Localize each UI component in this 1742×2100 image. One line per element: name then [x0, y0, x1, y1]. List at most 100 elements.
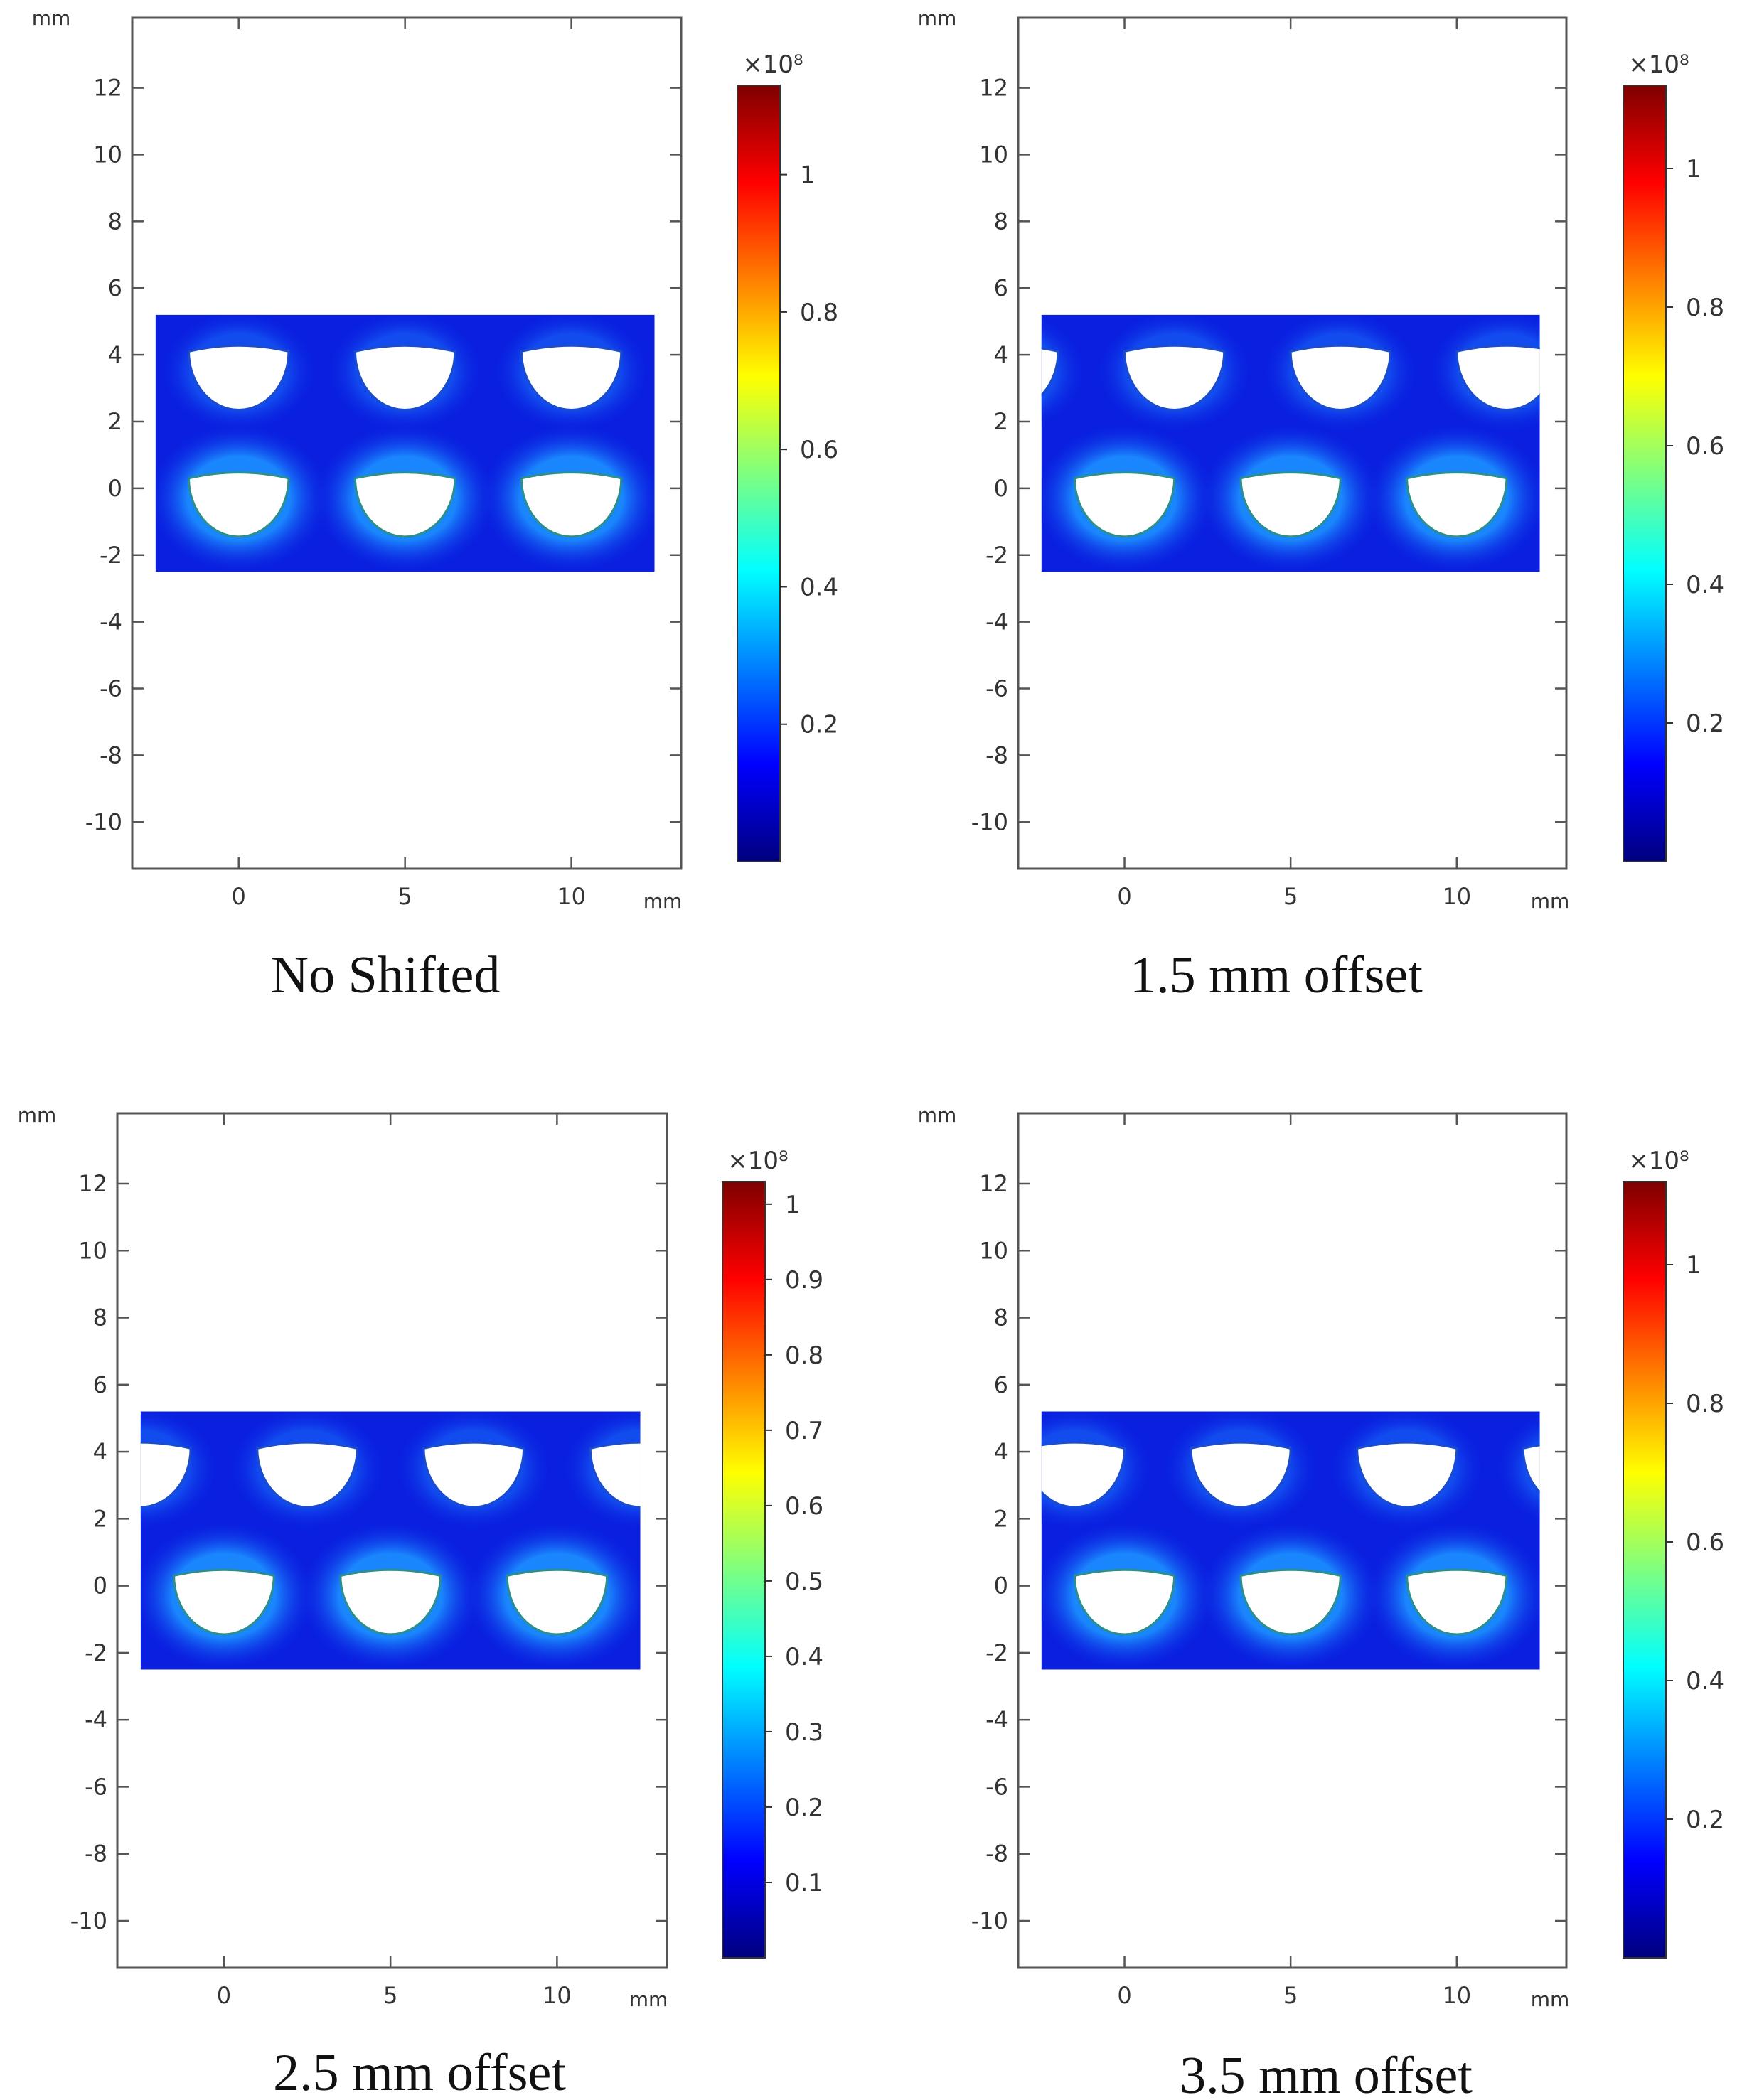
y-tick-label: 2 — [108, 408, 122, 435]
bottom-hole — [1239, 471, 1342, 537]
y-tick-label: 10 — [979, 141, 1008, 168]
y-tick-label: -2 — [985, 1639, 1008, 1666]
y-tick-label: -6 — [985, 675, 1008, 702]
colorbar — [1623, 85, 1667, 862]
y-tick-label: -10 — [971, 1907, 1008, 1934]
top-hole — [140, 1441, 192, 1509]
plot-frame — [116, 1112, 668, 1969]
stress-glow — [1041, 314, 1089, 429]
colorbar-exponent: ×10⁸ — [1628, 50, 1689, 79]
panel-caption: 2.5 mm offset — [273, 2044, 566, 2100]
y-tick-label: -10 — [971, 808, 1008, 835]
x-axis-unit: mm — [643, 889, 683, 913]
top-hole — [188, 344, 290, 411]
colorbar — [722, 1181, 766, 1959]
x-tick-label: 5 — [1283, 1982, 1298, 2009]
panel-2: 12 10 8 6 4 2 0 -2 -4 -6 -8 -10 0 5 10 mm mm ×10⁸ 0.2 0.4 0.… — [918, 6, 1724, 1005]
plate-field — [1041, 1411, 1540, 1670]
colorbar-tick-label: 1 — [1686, 1251, 1701, 1280]
top-hole — [422, 1441, 525, 1509]
colorbar-exponent: ×10⁸ — [1628, 1147, 1689, 1175]
y-tick-label: -6 — [85, 1773, 107, 1800]
y-tick-label: -10 — [70, 1907, 107, 1934]
y-tick-label: 6 — [994, 274, 1008, 301]
y-tick-label: 6 — [994, 1371, 1008, 1398]
x-tick-label: 0 — [1117, 1982, 1131, 2009]
colorbar-tick-label: 1 — [1686, 155, 1701, 183]
colorbar-tick-label: 0.6 — [785, 1492, 823, 1521]
y-tick-label: 2 — [93, 1505, 107, 1532]
x-axis-unit: mm — [1531, 1988, 1570, 2011]
y-tick-label: -8 — [985, 741, 1008, 768]
y-tick-label: -4 — [985, 609, 1008, 636]
y-tick-label: -6 — [100, 675, 122, 702]
y-tick-label: -4 — [985, 1706, 1008, 1733]
panel-1: 12 10 8 6 4 2 0 -2 -4 -6 -8 -10 0 5 10 mm mm ×10⁸ 0.2 0.4 0.… — [32, 6, 838, 1005]
y-tick-label: 12 — [78, 1170, 107, 1197]
plate-field — [1041, 314, 1540, 572]
plot-frame — [1017, 1112, 1568, 1969]
x-tick-label: 0 — [1117, 883, 1131, 910]
top-hole — [1041, 1441, 1126, 1508]
x-tick-label: 10 — [557, 883, 586, 910]
panel-caption: No Shifted — [271, 946, 501, 1005]
y-tick-label: -10 — [85, 808, 122, 835]
panel-3: 12 10 8 6 4 2 0 -2 -4 -6 -8 -10 0 5 10 mm mm ×10⁸ 0.1 0.2 0.… — [18, 1103, 823, 2100]
colorbar-tick-label: 0.5 — [785, 1568, 823, 1596]
y-tick-label: 6 — [93, 1371, 107, 1398]
top-hole — [1455, 344, 1540, 411]
y-tick-label: 8 — [108, 208, 122, 235]
plot-frame — [1017, 16, 1568, 870]
top-hole — [1190, 1441, 1292, 1508]
bottom-hole — [1239, 1568, 1342, 1635]
y-tick-label: 4 — [93, 1438, 107, 1465]
colorbar-tick-label: 0.4 — [1686, 571, 1724, 599]
y-tick-label: 10 — [979, 1237, 1008, 1264]
colorbar-tick-label: 0.2 — [800, 711, 838, 739]
panel-caption: 3.5 mm offset — [1180, 2047, 1473, 2100]
bottom-hole — [353, 471, 456, 538]
bottom-hole — [1073, 471, 1176, 537]
colorbar-tick-label: 0.3 — [785, 1718, 823, 1747]
top-hole — [1289, 344, 1391, 411]
y-tick-label: 0 — [108, 475, 122, 502]
y-tick-label: 4 — [108, 341, 122, 368]
bottom-hole — [339, 1568, 442, 1636]
bottom-hole — [520, 471, 623, 538]
y-tick-label: -6 — [985, 1773, 1008, 1800]
y-axis-unit: mm — [32, 6, 71, 30]
colorbar — [1623, 1181, 1667, 1959]
bottom-hole — [506, 1568, 609, 1636]
x-tick-label: 10 — [1442, 883, 1471, 910]
stress-glow — [1493, 1411, 1540, 1526]
colorbar-tick-label: 0.8 — [800, 299, 838, 327]
y-tick-label: -2 — [985, 542, 1008, 569]
y-axis-unit: mm — [918, 1103, 957, 1127]
colorbar-tick-label: 0.7 — [785, 1417, 823, 1445]
y-tick-label: 8 — [994, 1305, 1008, 1332]
x-tick-label: 10 — [543, 1982, 572, 2009]
y-tick-label: 12 — [979, 1170, 1008, 1197]
y-tick-label: -4 — [85, 1706, 107, 1733]
y-tick-label: 0 — [994, 475, 1008, 502]
colorbar-tick-label: 0.4 — [785, 1643, 823, 1671]
y-tick-label: -8 — [985, 1841, 1008, 1868]
y-tick-label: 12 — [93, 75, 122, 102]
colorbar-exponent: ×10⁸ — [742, 50, 803, 79]
y-tick-label: -2 — [85, 1639, 107, 1666]
colorbar-tick-label: 0.9 — [785, 1266, 823, 1295]
colorbar-tick-label: 1 — [800, 161, 816, 190]
colorbar-tick-label: 0.1 — [785, 1869, 823, 1897]
y-tick-label: 8 — [994, 208, 1008, 235]
y-tick-label: -4 — [100, 609, 122, 636]
x-tick-label: 5 — [397, 883, 412, 910]
x-tick-label: 0 — [217, 1982, 231, 2009]
top-hole — [256, 1441, 358, 1509]
y-tick-label: 8 — [93, 1305, 107, 1332]
colorbar-tick-label: 0.6 — [800, 436, 838, 464]
y-tick-label: 0 — [994, 1573, 1008, 1600]
x-tick-label: 5 — [383, 1982, 397, 2009]
bottom-hole — [1406, 1568, 1508, 1635]
y-tick-label: 4 — [994, 341, 1008, 368]
